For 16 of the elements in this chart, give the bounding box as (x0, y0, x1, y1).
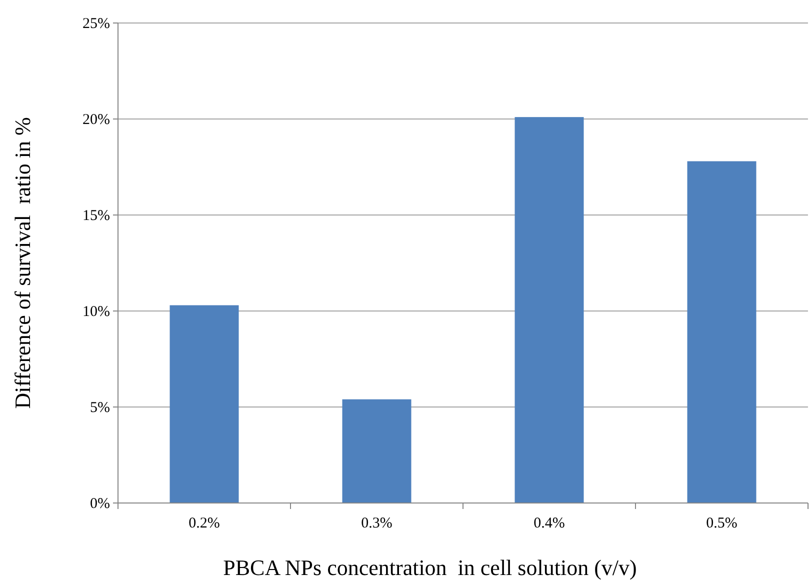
x-tick-label: 0.5% (706, 516, 738, 532)
y-tick-label: 20% (82, 112, 110, 128)
y-tick-label: 5% (90, 400, 110, 416)
y-tick-label: 10% (82, 304, 110, 320)
x-axis-title: PBCA NPs concentration in cell solution (v/v) (223, 555, 637, 580)
y-tick-label: 15% (82, 208, 110, 224)
y-axis-title: Difference of survival ratio in % (10, 117, 35, 409)
x-tick-label: 0.3% (361, 516, 392, 532)
bar (342, 399, 412, 503)
bar (170, 305, 239, 503)
bar (687, 161, 756, 503)
y-tick-label: 25% (82, 16, 110, 32)
bar (514, 117, 584, 503)
x-tick-label: 0.2% (188, 516, 220, 532)
y-tick-label: 0% (90, 496, 110, 512)
x-tick-label: 0.4% (534, 516, 565, 532)
